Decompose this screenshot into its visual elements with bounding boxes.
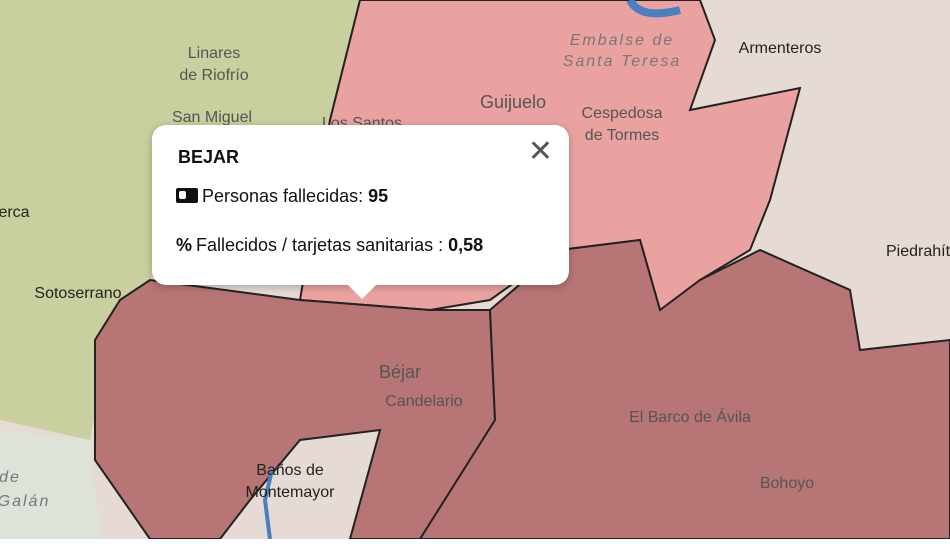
row-label: Personas fallecidas: (202, 186, 369, 206)
place-label: Embalse de (570, 32, 675, 49)
row-value: 95 (368, 186, 389, 206)
place-label: Béjar (379, 362, 421, 382)
id-card-icon (176, 188, 198, 203)
place-label: de Tormes (585, 127, 659, 144)
place-label: de Riofrío (179, 67, 248, 84)
place-label: Linares (188, 45, 240, 62)
reservoir (626, 0, 681, 18)
place-label: El Barco de Ávila (629, 407, 751, 426)
place-label: erca (0, 204, 30, 221)
place-label: Armenteros (739, 40, 822, 57)
place-label: de (0, 469, 21, 486)
close-button[interactable]: ✕ (527, 135, 553, 168)
row-value: 0,58 (448, 235, 484, 255)
info-popup: BEJAR ✕ Personas fallecidas: 95 % Falleci… (152, 125, 569, 299)
row-label: Fallecidos / tarjetas sanitarias : (196, 235, 449, 255)
place-label: Piedrahít (886, 243, 950, 260)
place-label: Candelario (385, 393, 462, 410)
popup-title: BEJAR (178, 147, 240, 167)
place-label: Sotoserrano (34, 285, 121, 302)
place-label: Baños de (256, 462, 324, 479)
land-area (0, 430, 100, 539)
place-label: Cespedosa (582, 105, 663, 122)
popup-row: Personas fallecidas: 95 (176, 186, 388, 207)
place-label: San Miguel (172, 109, 252, 126)
popup-row: % Fallecidos / tarjetas sanitarias : 0,58 (176, 235, 483, 256)
place-label: Galán (0, 493, 50, 510)
place-label: Montemayor (246, 484, 336, 501)
place-label: Santa Teresa (563, 53, 682, 70)
percent-icon: % (176, 235, 193, 255)
place-label: Bohoyo (760, 475, 814, 492)
river (262, 469, 274, 540)
place-label: Guijuelo (480, 92, 546, 112)
place-labels: Linares de Riofrío San Miguel Los Santos… (0, 32, 950, 510)
